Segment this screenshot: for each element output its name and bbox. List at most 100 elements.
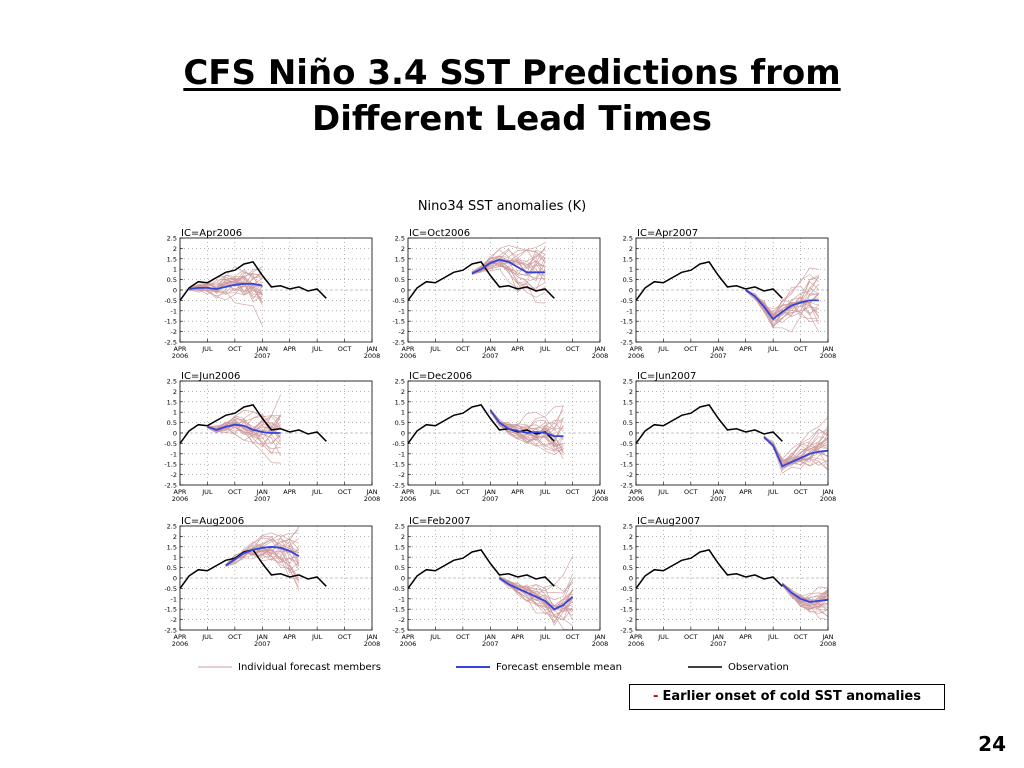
y-tick-label: 2 — [629, 245, 633, 253]
x-tick-year-label: 2008 — [820, 495, 837, 503]
y-tick-label: 2 — [629, 533, 633, 541]
x-tick-label: JUL — [657, 633, 669, 641]
y-tick-label: 2.5 — [167, 378, 177, 386]
forecast-member-line — [207, 416, 281, 431]
x-tick-label: JUL — [429, 488, 441, 496]
x-tick-year-label: 2007 — [710, 640, 727, 648]
panel-ic-label: IC=Jun2006 — [181, 371, 240, 382]
y-tick-label: 1.5 — [623, 398, 633, 406]
panel-frame — [407, 237, 601, 343]
x-tick-label: JUL — [657, 488, 669, 496]
forecast-member-line — [499, 576, 573, 621]
nino34-figure: Nino34 SST anomalies (K) -2.5 -2 -1.5 -1 -0.… — [164, 199, 836, 673]
y-tick-label: -1 — [399, 307, 405, 315]
legend-label: Observation — [728, 662, 789, 673]
x-tick-year-label: 2007 — [710, 352, 727, 360]
y-tick-label: -0.5 — [620, 297, 633, 305]
y-tick-label: 0.5 — [167, 276, 177, 284]
panel-frame — [407, 525, 601, 631]
x-tick-label: JAN — [821, 633, 833, 641]
x-tick-label: JAN — [593, 345, 605, 353]
forecast-member-line — [225, 544, 299, 580]
x-tick-label: APR — [630, 488, 643, 496]
x-tick-label: JUL — [311, 488, 323, 496]
slide-title-line2: Different Lead Times — [311, 99, 712, 139]
y-tick-label: 2.5 — [623, 378, 633, 386]
y-tick-label: 0 — [629, 287, 633, 295]
y-tick-label: -2 — [399, 328, 405, 336]
y-tick-label: -1.5 — [620, 606, 633, 614]
y-tick-label: -2.5 — [620, 482, 633, 490]
ensemble-mean-line — [498, 577, 574, 611]
panel-ic-label: IC=Oct2006 — [409, 228, 470, 239]
y-tick-label: 0 — [401, 575, 405, 583]
y-tick-label: -2 — [171, 616, 177, 624]
panel-frame — [635, 237, 829, 343]
x-tick-label: APR — [511, 488, 524, 496]
y-tick-label: 1 — [401, 554, 405, 562]
x-tick-label: OCT — [456, 633, 470, 641]
x-tick-year-label: 2008 — [820, 352, 837, 360]
x-tick-label: APR — [739, 345, 752, 353]
x-tick-year-label: 2007 — [254, 640, 271, 648]
y-tick-label: 2 — [401, 388, 405, 396]
y-tick-label: -1.5 — [620, 318, 633, 326]
forecast-member-line — [225, 535, 299, 565]
y-tick-label: -2 — [171, 471, 177, 479]
y-tick-label: -2 — [171, 328, 177, 336]
y-tick-label: 1 — [173, 266, 177, 274]
y-tick-label: 0.5 — [623, 564, 633, 572]
y-tick-label: 2.5 — [167, 523, 177, 531]
y-tick-label: -1.5 — [392, 318, 405, 326]
observation-line — [407, 549, 555, 589]
x-tick-year-label: 2006 — [628, 640, 645, 648]
ensemble-mean-line — [471, 258, 546, 275]
y-tick-label: -1 — [627, 307, 633, 315]
x-tick-label: JUL — [311, 345, 323, 353]
panel-frame — [407, 380, 601, 486]
observation-line — [407, 261, 555, 301]
forecast-member-line — [188, 281, 263, 306]
x-tick-label: JAN — [365, 633, 377, 641]
y-tick-label: -2.5 — [392, 339, 405, 347]
observation-line — [635, 404, 783, 444]
forecast-member-line — [745, 289, 820, 328]
y-tick-label: -1 — [171, 595, 177, 603]
y-tick-label: -1.5 — [392, 606, 405, 614]
x-tick-label: JAN — [256, 345, 268, 353]
x-tick-label: OCT — [684, 633, 698, 641]
panel-ic-label: IC=Dec2006 — [409, 371, 472, 382]
forecast-member-line — [745, 291, 819, 322]
ensemble-mean-line — [225, 545, 300, 567]
y-tick-label: 0 — [173, 575, 177, 583]
x-tick-label: OCT — [228, 345, 242, 353]
y-tick-label: 1 — [629, 554, 633, 562]
forecast-member-line — [763, 436, 829, 464]
x-tick-label: JUL — [767, 488, 779, 496]
x-tick-label: OCT — [566, 345, 580, 353]
y-tick-label: -0.5 — [392, 297, 405, 305]
y-tick-label: 1.5 — [395, 543, 405, 551]
panel-ic-label: IC=Aug2006 — [181, 516, 244, 527]
y-tick-label: -2.5 — [164, 627, 177, 635]
x-tick-label: JUL — [311, 633, 323, 641]
x-tick-label: OCT — [566, 633, 580, 641]
panels-grid: -2.5 -2 -1.5 -1 -0.5 0 0.5 1 1.5 2 2.5 APR 2006 JUL OC… — [164, 228, 836, 648]
y-tick-label: -1.5 — [620, 461, 633, 469]
forecast-member-line — [471, 247, 546, 272]
x-tick-year-label: 2006 — [400, 495, 417, 503]
y-tick-label: 2.5 — [395, 235, 405, 243]
x-tick-year-label: 2006 — [628, 352, 645, 360]
forecast-member-line — [207, 415, 281, 432]
y-tick-label: -1 — [399, 595, 405, 603]
y-tick-label: -0.5 — [164, 297, 177, 305]
x-tick-label: APR — [174, 345, 187, 353]
x-tick-year-label: 2007 — [482, 352, 499, 360]
x-tick-year-label: 2007 — [254, 352, 271, 360]
y-tick-label: -2.5 — [164, 339, 177, 347]
panel-ic-label: IC=Apr2007 — [637, 228, 698, 239]
